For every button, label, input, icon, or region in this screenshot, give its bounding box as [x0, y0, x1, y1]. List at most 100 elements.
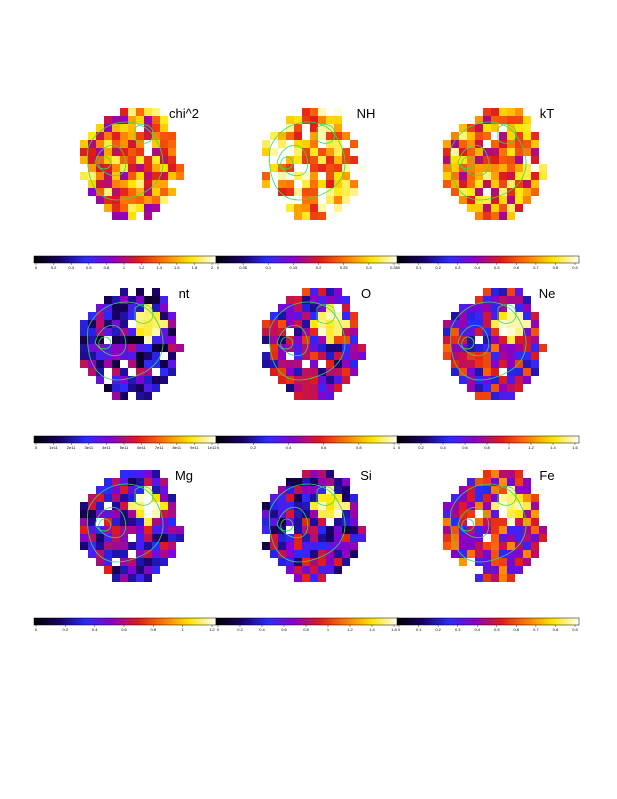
map-cell — [451, 344, 459, 352]
map-cell — [483, 328, 491, 336]
map-cell — [358, 172, 366, 180]
map-cell — [302, 510, 310, 518]
map-cell — [286, 478, 294, 486]
map-cell — [80, 336, 88, 344]
map-cell — [475, 526, 483, 534]
map-cell — [342, 116, 350, 124]
map-cell — [128, 212, 136, 220]
map-cell — [262, 518, 270, 526]
map-cell — [491, 108, 499, 116]
map-cell — [144, 196, 152, 204]
map-cell — [286, 304, 294, 312]
map-cell — [128, 124, 136, 132]
map-cell — [342, 148, 350, 156]
map-cell — [286, 172, 294, 180]
colorbar-tick-label: 1 — [123, 265, 126, 270]
map-cell — [342, 352, 350, 360]
map-cell — [176, 526, 184, 534]
map-cell — [334, 140, 342, 148]
map-cell — [451, 534, 459, 542]
map-cell — [318, 478, 326, 486]
map-cell — [342, 542, 350, 550]
map-cell — [112, 574, 120, 582]
map-cell — [278, 486, 286, 494]
map-cell — [491, 550, 499, 558]
map-cell — [483, 352, 491, 360]
map-cell — [302, 376, 310, 384]
map-cell — [160, 526, 168, 534]
map-cell — [326, 494, 334, 502]
map-cell — [515, 320, 523, 328]
map-cell — [104, 542, 112, 550]
colorbar-tick-label: 0.9 — [572, 627, 578, 632]
map-cell — [128, 470, 136, 478]
map-cell — [310, 344, 318, 352]
map-cell — [491, 156, 499, 164]
map-cell — [507, 140, 515, 148]
map-cell — [128, 384, 136, 392]
map-cell — [443, 140, 451, 148]
map-cell — [88, 534, 96, 542]
map-cell — [262, 336, 270, 344]
map-cell — [483, 164, 491, 172]
map-cell — [515, 288, 523, 296]
colorbar-tick-label: 0.2 — [316, 265, 322, 270]
map-cell — [334, 148, 342, 156]
map-cell — [483, 132, 491, 140]
map-cell — [326, 108, 334, 116]
colorbar-tick-label: 1 — [508, 445, 511, 450]
map-cell — [350, 518, 358, 526]
map-cell — [342, 156, 350, 164]
map-cell — [467, 132, 475, 140]
map-cell — [286, 542, 294, 550]
contour-line — [316, 124, 336, 144]
map-cell — [451, 526, 459, 534]
map-cell — [136, 164, 144, 172]
map-cell — [88, 542, 96, 550]
map-cell — [342, 368, 350, 376]
map-cell — [334, 288, 342, 296]
map-cell — [318, 124, 326, 132]
map-cell — [350, 494, 358, 502]
map-cell — [499, 478, 507, 486]
map-cell — [96, 494, 104, 502]
map-cell — [483, 124, 491, 132]
map-cell — [96, 502, 104, 510]
map-cell — [507, 328, 515, 336]
map-cell — [96, 132, 104, 140]
map-cell — [507, 510, 515, 518]
map-cell — [80, 526, 88, 534]
map-cell — [112, 384, 120, 392]
map-cell — [334, 360, 342, 368]
map-cell — [278, 550, 286, 558]
colorbar-tick-label: 1.2 — [209, 627, 215, 632]
map-cell — [302, 526, 310, 534]
map-cell — [326, 132, 334, 140]
colorbar — [33, 255, 217, 264]
contour-line — [497, 486, 517, 506]
map-cell — [334, 164, 342, 172]
map-cell — [96, 376, 104, 384]
map-cell — [334, 328, 342, 336]
map-cell — [302, 534, 310, 542]
map-cell — [491, 124, 499, 132]
map-cell — [483, 550, 491, 558]
map-cell — [326, 368, 334, 376]
map-cell — [515, 124, 523, 132]
map-cell — [334, 172, 342, 180]
map-cell — [294, 180, 302, 188]
map-cell — [160, 510, 168, 518]
map-cell — [96, 542, 104, 550]
map-cell — [451, 336, 459, 344]
map-cell — [262, 320, 270, 328]
colorbar-tick-label: 0.8 — [151, 627, 157, 632]
map-cell — [459, 124, 467, 132]
map-cell — [286, 534, 294, 542]
map-cell — [499, 352, 507, 360]
map-cell — [88, 148, 96, 156]
map-cell — [451, 180, 459, 188]
map-cell — [310, 148, 318, 156]
map-cell — [80, 320, 88, 328]
map-cell — [160, 124, 168, 132]
map-cell — [168, 360, 176, 368]
